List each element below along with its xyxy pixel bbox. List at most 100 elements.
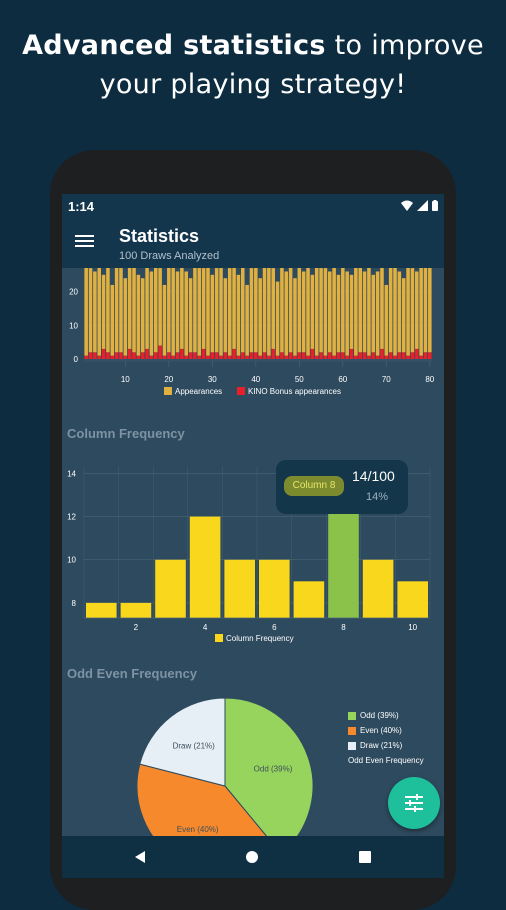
bonus-bar: [345, 355, 349, 359]
column-bar: [86, 602, 117, 618]
home-icon[interactable]: [245, 850, 259, 864]
bonus-bar: [410, 352, 415, 359]
x-tick-label: 20: [164, 375, 173, 384]
appearances-bar: [293, 278, 297, 356]
legend-swatch-bonus: [237, 387, 245, 395]
back-icon[interactable]: [133, 850, 147, 864]
appearances-bar: [114, 268, 119, 353]
appearances-bar: [206, 268, 210, 356]
appearances-bar: [306, 268, 310, 356]
appearances-bar: [210, 274, 215, 353]
legend-label-column: Column Frequency: [226, 634, 294, 643]
bonus-bar: [197, 355, 202, 359]
bonus-bar: [201, 348, 206, 359]
appearances-bar: [106, 268, 110, 353]
recents-icon[interactable]: [358, 850, 372, 864]
x-tick-label: 30: [208, 375, 217, 384]
menu-icon[interactable]: [74, 232, 96, 254]
bonus-bar: [271, 348, 275, 359]
bonus-bar: [167, 352, 171, 359]
appearances-bar: [227, 268, 232, 356]
appearances-bar: [419, 268, 423, 356]
page-title: Statistics: [119, 226, 200, 246]
promo-headline: Advanced statistics to improve your play…: [0, 26, 506, 104]
appearances-bar: [188, 278, 193, 353]
bonus-bar: [415, 348, 419, 359]
bonus-bar: [280, 352, 284, 359]
bonus-bar: [332, 355, 336, 359]
appearances-bar: [254, 268, 258, 353]
x-tick-label: 8: [341, 623, 346, 632]
bonus-bar: [193, 352, 197, 359]
appearances-bar: [219, 268, 223, 356]
appearances-bar: [175, 271, 180, 353]
appearances-bar: [197, 268, 202, 356]
bonus-bar: [184, 355, 188, 359]
bonus-bar: [306, 355, 310, 359]
bonus-bar: [214, 352, 219, 359]
bonus-bar: [106, 352, 110, 359]
appearances-bar: [380, 268, 384, 349]
appearances-bar: [184, 271, 188, 356]
appearances-bar: [193, 268, 197, 353]
column-bar: [328, 494, 359, 618]
legend-swatch-appearances: [164, 387, 172, 395]
bonus-bar: [388, 352, 393, 359]
bonus-bar: [123, 355, 128, 359]
column-bar: [155, 559, 186, 618]
x-tick-label: 10: [408, 623, 417, 632]
y-tick-label: 10: [67, 556, 76, 565]
appearances-bar: [362, 271, 367, 353]
bonus-bar: [180, 348, 184, 359]
appearances-bar: [393, 268, 397, 356]
bonus-bar: [401, 352, 406, 359]
appearances-bar: [123, 278, 128, 356]
filter-button[interactable]: [388, 777, 440, 829]
pie-slice-label: Even (40%): [177, 825, 219, 834]
tooltip-percent: 14%: [366, 491, 389, 503]
status-time: 1:14: [68, 199, 95, 214]
legend-label: Even (40%): [360, 726, 402, 735]
appearances-bar: [271, 268, 275, 349]
y-tick-label: 20: [69, 288, 78, 297]
legend-label-appearances: Appearances: [175, 387, 222, 396]
bonus-bar: [314, 355, 319, 359]
appearances-bar: [236, 274, 241, 356]
bonus-bar: [136, 355, 141, 359]
legend-label: Odd (39%): [360, 711, 399, 720]
bonus-bar: [341, 352, 345, 359]
bonus-bar: [384, 355, 389, 359]
page-subtitle: 100 Draws Analyzed: [119, 250, 220, 262]
bonus-bar: [88, 352, 93, 359]
bonus-bar: [114, 352, 119, 359]
appearances-bar: [314, 268, 319, 356]
appearances-bar: [267, 268, 271, 356]
appearances-bar: [84, 268, 88, 356]
column-bar: [189, 516, 221, 618]
column-tooltip: Column 8 14/100 14%: [276, 460, 408, 514]
appearances-bar: [258, 278, 262, 356]
bonus-bar: [188, 352, 193, 359]
bonus-bar: [140, 352, 145, 359]
bonus-bar: [149, 355, 154, 359]
x-tick-label: 2: [134, 623, 139, 632]
pie-slice-label: Odd (39%): [254, 765, 293, 774]
appearances-bar: [223, 278, 228, 353]
appearances-bar: [110, 284, 115, 356]
bonus-bar: [241, 352, 245, 359]
appearances-bar: [119, 268, 123, 353]
tooltip-column-label: Column 8: [284, 476, 344, 496]
appearances-bar: [167, 268, 171, 353]
bonus-bar: [428, 352, 432, 359]
bonus-bar: [319, 352, 323, 359]
pie-legend-title: Odd Even Frequency: [348, 756, 424, 765]
appearances-bar: [401, 278, 406, 353]
pie-slice: [136, 763, 274, 844]
bonus-bar: [223, 352, 228, 359]
appearances-bar: [410, 268, 415, 353]
appearances-bar: [310, 274, 315, 349]
bonus-bar: [371, 352, 376, 359]
appearances-bar: [136, 274, 141, 356]
bonus-bar: [219, 355, 223, 359]
tune-icon: [405, 794, 423, 812]
